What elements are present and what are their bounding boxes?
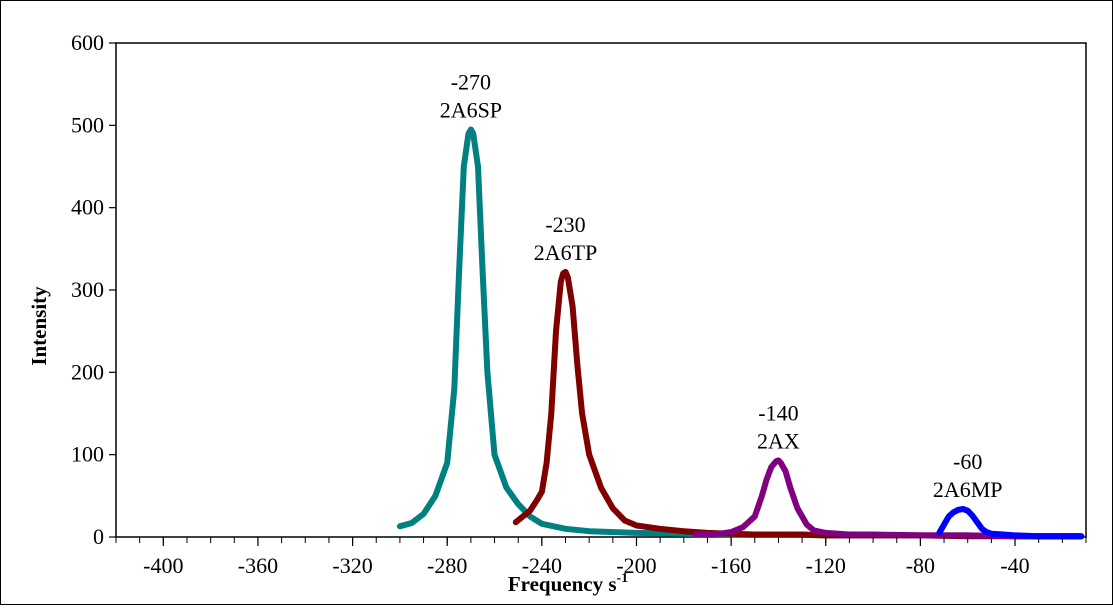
x-tick-label: -360 [238,553,278,578]
x-tick-label: -160 [711,553,751,578]
x-tick-label: -320 [332,553,372,578]
x-tick-label: -280 [427,553,467,578]
y-tick-label: 600 [71,30,104,55]
peak-value-label: -270 [451,69,491,94]
y-tick-label: 500 [71,112,104,137]
x-axis-title: Frequency s-1 [508,571,628,596]
x-tick-label: -200 [616,553,656,578]
axes-layer: 0 100 200 300 400 500 600 -400 -360 -320 -280 -240 -… [71,30,1087,578]
series-line-3 [692,457,1085,540]
peak-value-label: -140 [758,400,798,425]
annotation-layer: -270 2A6SP -230 2A6TP -140 2AX -60 2A6MP [440,69,1003,502]
peak-value-label: -60 [953,449,982,474]
series-line-1 [396,126,1085,540]
y-tick-label: 400 [71,195,104,220]
x-tick-label: -400 [143,553,183,578]
peak-name-label: 2A6MP [933,477,1003,502]
x-axis-title-superscript: -1 [617,571,629,586]
x-tick-label: -120 [806,553,846,578]
x-tick-label: -40 [1000,553,1029,578]
peak-name-label: 2AX [757,428,800,453]
peak-value-label: -230 [545,212,585,237]
series-line-4 [936,506,1085,540]
y-axis-title: Intensity [27,286,51,366]
plot-area [115,42,1087,538]
x-tick-label: -240 [522,553,562,578]
x-tick-label: -80 [906,553,935,578]
peak-name-label: 2A6TP [534,240,598,265]
y-tick-label: 200 [71,359,104,384]
plot-border [115,42,1087,538]
x-axis-title-text: Frequency s [508,572,617,596]
series-layer [396,126,1085,540]
y-tick-label: 300 [71,277,104,302]
y-tick-label: 100 [71,442,104,467]
peak-name-label: 2A6SP [440,97,502,122]
y-tick-label: 0 [93,524,104,549]
